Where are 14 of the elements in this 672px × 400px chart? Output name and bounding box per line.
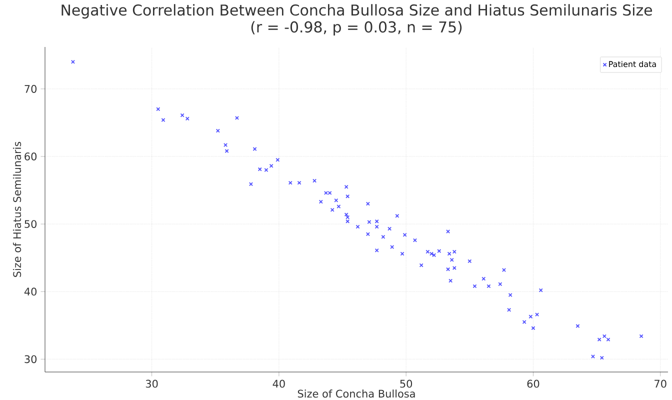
chart-title: Negative Correlation Between Concha Bullosa Size and Hiatus Semilunaris Size bbox=[62, 4, 652, 19]
y-tick-label: 50 bbox=[24, 220, 37, 228]
x-tick-label: 30 bbox=[146, 380, 158, 388]
chart-subtitle: (r = -0.98, p = 0.03, n = 75) bbox=[251, 21, 462, 36]
x-tick-label: 40 bbox=[272, 380, 285, 388]
x-tick-label: 70 bbox=[654, 380, 666, 388]
y-axis-title: Size of Hiatus Semilunaris bbox=[12, 142, 22, 277]
x-axis-title: Size of Concha Bullosa bbox=[298, 390, 415, 398]
x-tick-label: 60 bbox=[527, 380, 540, 388]
y-tick-label: 60 bbox=[24, 152, 37, 160]
y-tick-label: 70 bbox=[24, 84, 37, 93]
y-tick-label: 30 bbox=[24, 355, 37, 364]
x-tick-label: 50 bbox=[400, 380, 412, 388]
y-tick-label: 40 bbox=[24, 288, 37, 296]
